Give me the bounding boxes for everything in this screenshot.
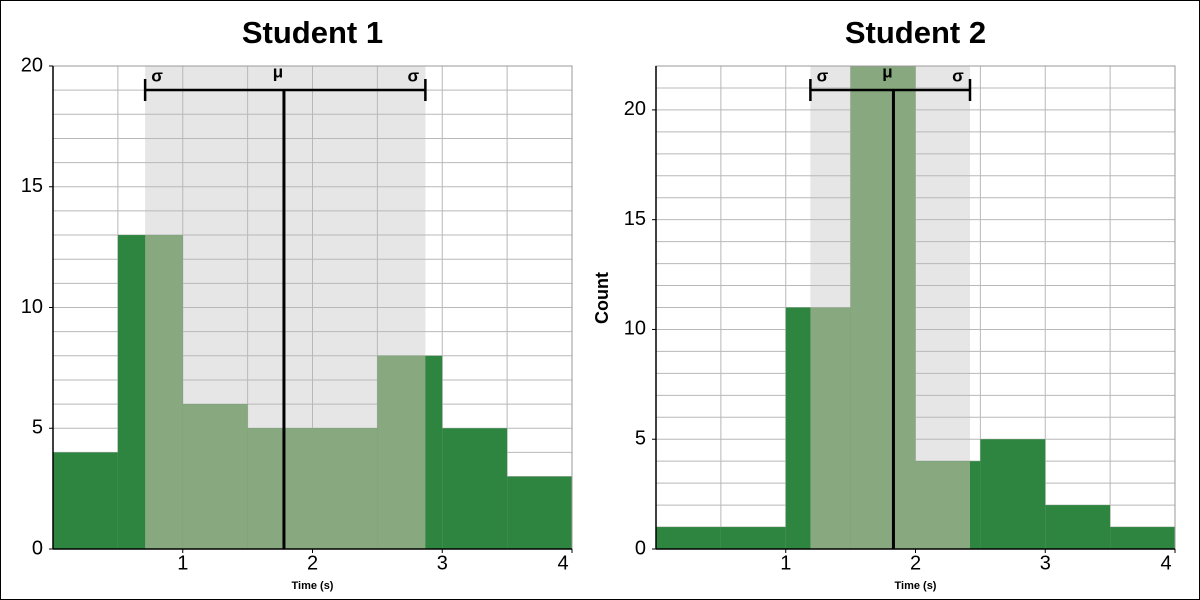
y-tick-label: 20 xyxy=(624,98,646,120)
y-tick-label: 5 xyxy=(32,417,43,439)
bar xyxy=(1110,527,1175,549)
band-bars xyxy=(810,66,970,549)
x-axis-label: Time (s) xyxy=(292,580,334,592)
bar-in-sd-band xyxy=(810,307,851,549)
bar-in-sd-band xyxy=(145,235,183,549)
y-tick-label: 20 xyxy=(21,54,43,76)
x-tick-label: 1 xyxy=(780,552,791,574)
bar-in-sd-band xyxy=(182,404,248,549)
x-tick-label: 2 xyxy=(307,552,318,574)
x-tick-label: 2 xyxy=(910,552,921,574)
x-axis-label: Time (s) xyxy=(895,580,937,592)
y-tick-label: 10 xyxy=(624,318,646,340)
mean-label: μ xyxy=(882,62,892,81)
bar-in-sd-band xyxy=(312,428,378,549)
bar xyxy=(1045,505,1111,549)
bar-in-sd-band xyxy=(247,428,313,549)
y-tick-label: 15 xyxy=(624,208,646,230)
y-tick-label: 5 xyxy=(635,428,646,450)
bar xyxy=(656,527,721,549)
y-tick-label: 0 xyxy=(32,537,43,559)
y-tick-label: 0 xyxy=(635,537,646,559)
sd-label: σ xyxy=(408,66,420,85)
y-tick-label: 10 xyxy=(21,296,43,318)
bar-in-sd-band xyxy=(915,461,970,549)
bar-in-sd-band xyxy=(377,355,426,549)
x-tick-label: 3 xyxy=(1040,552,1051,574)
bar xyxy=(720,527,786,549)
sd-label: σ xyxy=(952,66,964,85)
x-tick-label: 4 xyxy=(1160,552,1171,574)
mean-label: μ xyxy=(273,62,283,81)
x-tick-label: 4 xyxy=(557,552,568,574)
y-tick-label: 15 xyxy=(21,175,43,197)
bar xyxy=(507,476,572,549)
band-bars xyxy=(145,235,426,549)
x-tick-label: 1 xyxy=(177,552,188,574)
bar-in-sd-band xyxy=(850,66,916,549)
chart-title: Student 2 xyxy=(845,15,986,50)
sd-label: σ xyxy=(151,66,163,85)
bar xyxy=(53,452,118,549)
bar xyxy=(442,428,508,549)
y-axis-label: Count xyxy=(592,272,612,324)
bar xyxy=(980,439,1046,549)
x-tick-label: 3 xyxy=(437,552,448,574)
chart-title: Student 1 xyxy=(242,15,383,50)
sd-label: σ xyxy=(817,66,829,85)
